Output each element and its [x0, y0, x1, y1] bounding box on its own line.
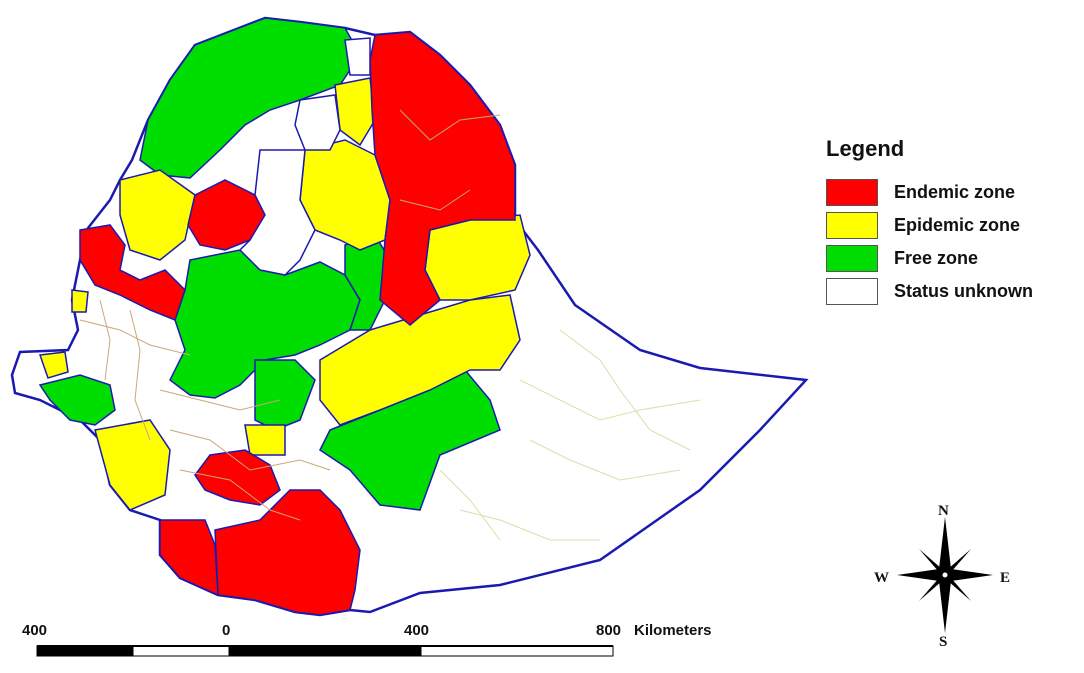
unknown-swatch — [826, 278, 878, 305]
scale-unit: Kilometers — [634, 622, 712, 639]
free-zone-south-central — [254, 359, 316, 431]
endemic-zone-west — [79, 224, 186, 321]
free-zone-central — [169, 249, 361, 399]
free-zone-north — [139, 17, 361, 179]
legend-item-free: Free zone — [826, 242, 1033, 275]
endemic-swatch — [826, 179, 878, 206]
epidemic-zone-far-west — [71, 289, 89, 313]
epidemic-zone-south-small — [244, 424, 286, 456]
legend-item-endemic: Endemic zone — [826, 176, 1033, 209]
scale-tick-zero: 0 — [222, 622, 231, 639]
unknown-zone-north-central — [238, 149, 316, 276]
compass-east-label: E — [1000, 570, 1011, 586]
legend-item-unknown: Status unknown — [826, 275, 1033, 308]
legend: Legend Endemic zone Epidemic zone Free z… — [826, 136, 1033, 308]
unknown-zone-north — [294, 94, 341, 151]
epidemic-zone-southwest — [94, 419, 171, 511]
legend-label-epidemic: Epidemic zone — [894, 215, 1021, 235]
free-swatch — [826, 245, 878, 272]
scale-tick-left: 400 — [22, 622, 48, 639]
compass-west-label: W — [874, 570, 889, 586]
compass-rose — [897, 517, 993, 633]
legend-item-epidemic: Epidemic zone — [826, 209, 1033, 242]
endemic-zone-northeast — [369, 31, 516, 326]
epidemic-swatch — [826, 212, 878, 239]
legend-label-free: Free zone — [894, 248, 979, 268]
legend-label-unknown: Status unknown — [894, 281, 1033, 301]
scale-bar — [36, 645, 614, 657]
endemic-zone-southwest — [159, 519, 219, 597]
scale-tick-right: 800 — [596, 622, 622, 639]
endemic-zone-south-cluster — [194, 449, 281, 506]
legend-title: Legend — [826, 136, 905, 161]
compass-south-label: S — [939, 634, 948, 650]
scale-tick-mid: 400 — [404, 622, 430, 639]
epidemic-zone-west-small — [38, 351, 69, 379]
epidemic-zone-northwest — [119, 169, 196, 261]
unknown-zone-northernmost — [344, 37, 371, 76]
compass-north-label: N — [938, 503, 949, 519]
free-zone-west — [38, 374, 116, 426]
endemic-zone-south — [214, 489, 361, 616]
legend-label-endemic: Endemic zone — [894, 182, 1016, 202]
